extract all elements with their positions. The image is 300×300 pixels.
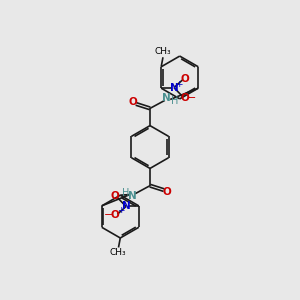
Text: O: O bbox=[110, 210, 119, 220]
Text: N: N bbox=[122, 202, 130, 212]
Text: +: + bbox=[117, 206, 125, 214]
Text: CH₃: CH₃ bbox=[110, 248, 127, 257]
Text: O: O bbox=[181, 93, 190, 103]
Text: H: H bbox=[122, 188, 129, 198]
Text: CH₃: CH₃ bbox=[155, 47, 172, 56]
Text: N: N bbox=[128, 191, 137, 201]
Text: −: − bbox=[104, 210, 113, 220]
Text: O: O bbox=[110, 191, 119, 201]
Text: O: O bbox=[163, 187, 172, 197]
Text: N: N bbox=[169, 82, 178, 93]
Text: O: O bbox=[128, 97, 137, 107]
Text: N: N bbox=[162, 93, 171, 103]
Text: +: + bbox=[175, 80, 183, 88]
Text: O: O bbox=[181, 74, 190, 84]
Text: H: H bbox=[171, 96, 179, 106]
Text: −: − bbox=[187, 93, 196, 103]
